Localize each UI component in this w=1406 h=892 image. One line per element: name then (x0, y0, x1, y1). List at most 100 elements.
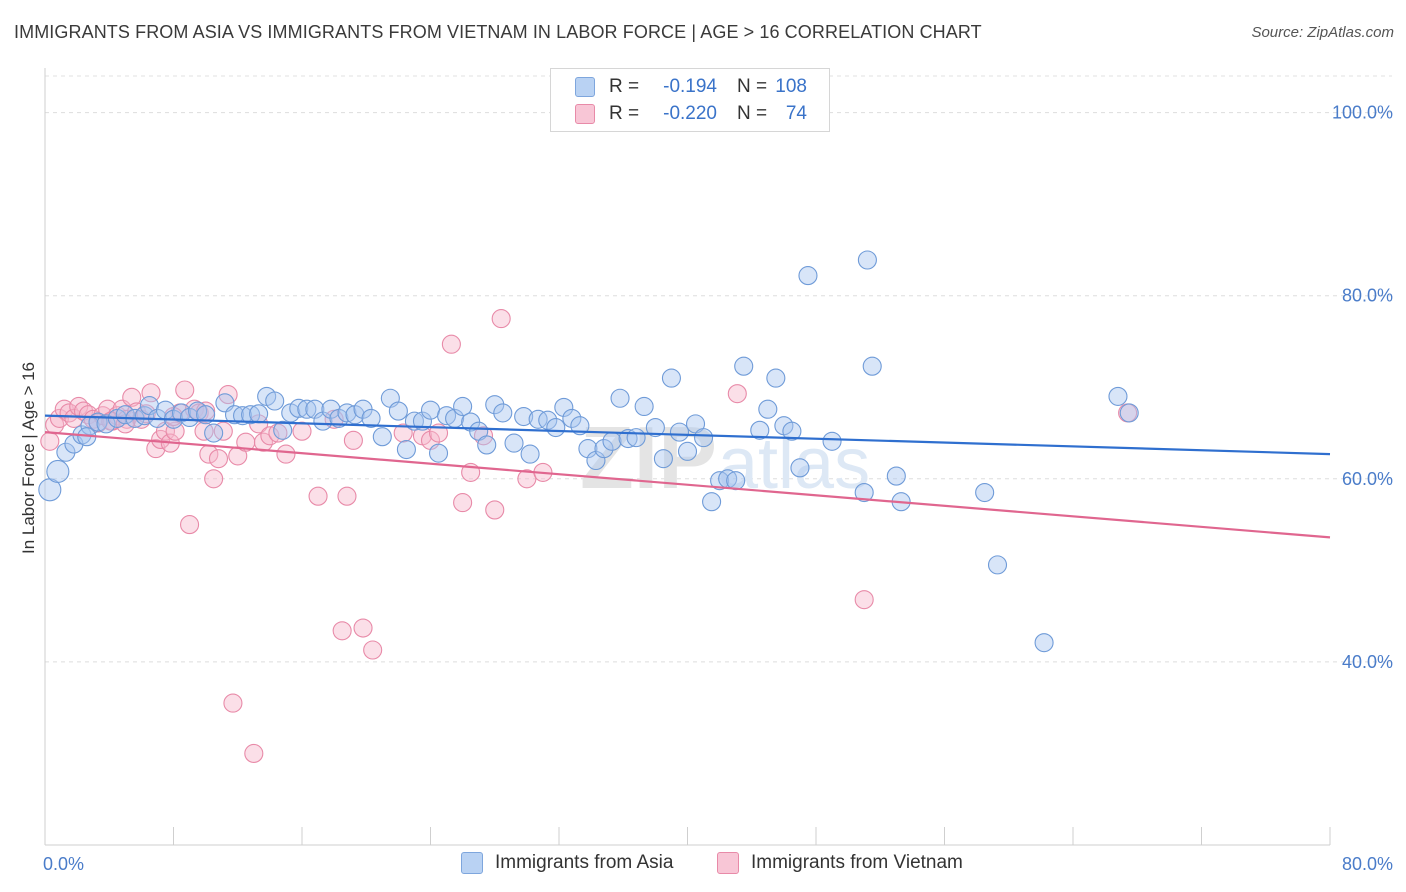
bottom-legend-swatch-vietnam (717, 852, 739, 874)
series-vietnam-points (40, 309, 1138, 764)
data-point-asia (337, 403, 357, 423)
data-point-asia (485, 395, 505, 415)
data-point-asia (538, 410, 558, 430)
y-tick-label: 100.0% (1332, 103, 1393, 123)
data-point-asia (520, 444, 540, 464)
data-point-asia (297, 399, 317, 419)
data-point-asia (594, 439, 614, 459)
data-point-vietnam (244, 743, 264, 764)
data-point-vietnam (337, 486, 357, 506)
data-point-asia (702, 492, 722, 512)
data-point-asia (546, 417, 566, 438)
data-point-asia (372, 427, 392, 447)
data-point-vietnam (491, 309, 511, 329)
data-point-asia (204, 423, 224, 443)
x-tick-label: 80.0% (1342, 854, 1393, 874)
data-point-vietnam (854, 590, 874, 610)
data-point-vietnam (208, 449, 229, 469)
data-point-asia (862, 356, 882, 376)
data-point-vietnam (453, 493, 473, 513)
data-point-vietnam (276, 444, 296, 464)
legend-swatch-vietnam (575, 104, 595, 124)
data-point-asia (798, 266, 818, 286)
data-point-asia (782, 421, 802, 441)
data-point-asia (504, 433, 524, 453)
data-point-asia (854, 482, 874, 503)
data-point-asia (987, 555, 1008, 575)
legend-n-label: N = (737, 103, 768, 124)
bottom-legend-asia: Immigrants from Asia (461, 852, 673, 874)
data-point-asia (46, 459, 70, 484)
legend-n-label: N = (737, 76, 768, 97)
data-point-vietnam (727, 384, 747, 404)
data-point-asia (857, 250, 877, 270)
data-point-vietnam (175, 380, 195, 400)
data-point-vietnam (332, 621, 352, 641)
data-point-asia (790, 458, 810, 478)
data-point-asia (493, 403, 513, 423)
data-point-asia (249, 404, 269, 424)
data-point-vietnam (165, 421, 185, 441)
bottom-legend-vietnam: Immigrants from Vietnam (717, 852, 963, 874)
data-point-asia (1108, 386, 1128, 406)
data-point-vietnam (40, 431, 60, 451)
chart-title: IMMIGRANTS FROM ASIA VS IMMIGRANTS FROM … (14, 22, 982, 42)
data-point-asia (602, 431, 622, 451)
data-point-asia (420, 400, 441, 420)
data-point-asia (56, 442, 76, 462)
data-point-asia (273, 420, 293, 440)
y-tick-label: 60.0% (1342, 469, 1393, 489)
legend-r-label: R = (609, 76, 640, 97)
data-point-asia (653, 449, 673, 469)
data-point-vietnam (363, 640, 383, 660)
data-point-asia (626, 428, 646, 448)
data-point-asia (265, 391, 285, 411)
trend-line-asia (44, 414, 1331, 456)
legend-row-asia: R = -0.194 N = 108 (575, 75, 807, 99)
x-tick-label: 0.0% (43, 854, 84, 874)
data-point-vietnam (204, 469, 224, 489)
data-point-asia (610, 388, 630, 408)
legend-r-label: R = (609, 103, 640, 124)
data-point-asia (412, 411, 433, 431)
data-point-asia (886, 466, 906, 486)
data-point-asia (1119, 403, 1139, 423)
bottom-legend-label-asia: Immigrants from Asia (495, 852, 674, 873)
correlation-legend: R = -0.194 N = 108 R = -0.220 N = 74 (550, 68, 830, 132)
y-tick-label: 40.0% (1342, 652, 1393, 672)
data-point-vietnam (49, 408, 70, 428)
data-point-asia (669, 422, 690, 442)
y-tick-label: 80.0% (1342, 286, 1393, 306)
data-point-vietnam (122, 387, 142, 407)
legend-r-value: -0.194 (663, 76, 717, 97)
data-point-asia (975, 482, 995, 503)
source-credit: Source: ZipAtlas.com (1251, 24, 1394, 41)
data-point-vietnam (441, 334, 461, 354)
data-point-vietnam (180, 515, 200, 535)
y-axis-label: In Labor Force | Age > 16 (19, 362, 38, 554)
data-point-asia (514, 407, 534, 427)
legend-n-value: 74 (785, 103, 807, 124)
trend-line-vietnam (44, 431, 1331, 539)
gridlines (45, 75, 1392, 663)
data-point-vietnam (146, 439, 166, 459)
data-point-asia (726, 471, 746, 491)
tick-labels: 100.0% 80.0% 60.0% 40.0% 0.0% 80.0% (43, 103, 1393, 874)
data-point-asia (241, 405, 261, 425)
data-point-vietnam (213, 421, 233, 441)
trend-lines (44, 414, 1331, 539)
data-point-vietnam (223, 693, 243, 713)
data-point-asia (694, 428, 714, 448)
data-point-asia (477, 435, 497, 455)
data-point-asia (734, 356, 754, 376)
data-point-asia (758, 399, 778, 419)
axes (44, 68, 1331, 846)
data-point-asia (388, 401, 408, 421)
legend-row-vietnam: R = -0.220 N = 74 (575, 102, 807, 126)
data-point-asia (180, 407, 200, 428)
data-point-asia (677, 441, 698, 461)
data-point-vietnam (353, 618, 373, 638)
series-asia-points (38, 250, 1139, 653)
data-point-asia (289, 398, 309, 418)
